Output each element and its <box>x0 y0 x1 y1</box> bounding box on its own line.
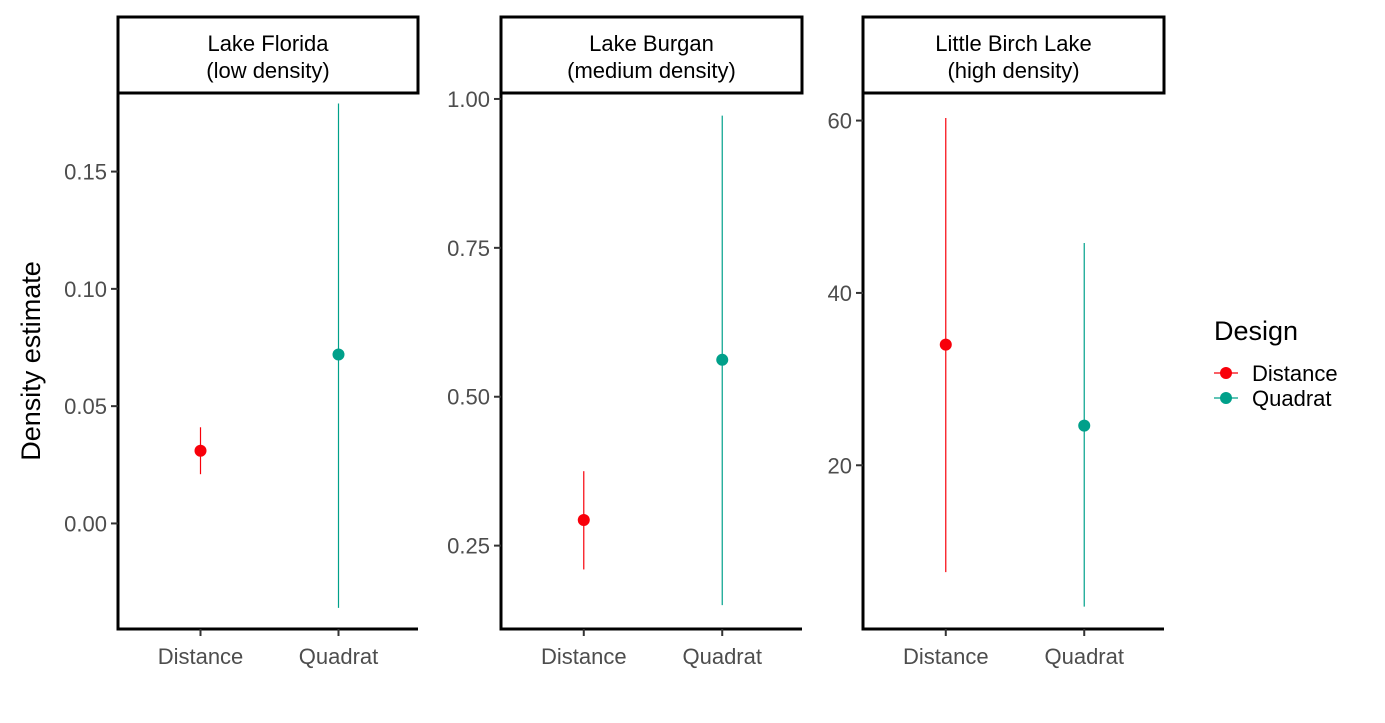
legend-label: Quadrat <box>1252 386 1332 411</box>
y-tick-label: 1.00 <box>447 87 490 112</box>
x-tick-label: Quadrat <box>682 644 762 669</box>
y-tick-label: 0.75 <box>447 236 490 261</box>
y-tick-label: 0.10 <box>64 277 107 302</box>
facet-panel: Little Birch Lake(high density) 20 40 60 Dis… <box>828 15 1166 669</box>
point-distance <box>194 444 207 457</box>
point-distance <box>939 338 952 351</box>
facet-title-line1: Lake Burgan <box>589 31 714 56</box>
facet-panel: Lake Florida(low density) 0.00 0.05 0.10 0.1… <box>64 15 420 669</box>
point-quadrat <box>1078 419 1091 432</box>
y-tick-label: 0.05 <box>64 394 107 419</box>
y-tick-label: 0.25 <box>447 534 490 559</box>
x-tick-label: Quadrat <box>299 644 379 669</box>
facet-title-line2: (low density) <box>206 58 329 83</box>
y-tick-label: 20 <box>828 453 852 478</box>
legend-key-point <box>1220 392 1232 404</box>
y-tick-label: 0.50 <box>447 385 490 410</box>
y-axis-title: Density estimate <box>16 261 46 461</box>
legend-label: Distance <box>1252 361 1338 386</box>
point-distance <box>577 514 590 527</box>
x-tick-label: Quadrat <box>1044 644 1124 669</box>
x-tick-label: Distance <box>903 644 989 669</box>
point-quadrat <box>716 353 729 366</box>
facet-title-line2: (high density) <box>947 58 1079 83</box>
facet-panel: Lake Burgan(medium density) 0.25 0.50 0.75 1… <box>447 15 804 669</box>
facet-title-line1: Lake Florida <box>207 31 329 56</box>
facet-strip <box>861 15 1166 95</box>
point-quadrat <box>332 348 345 361</box>
legend-title: Design <box>1214 316 1298 346</box>
y-tick-label: 0.00 <box>64 511 107 536</box>
facet-strip <box>499 15 804 95</box>
facet-strip <box>116 15 420 95</box>
legend-entry: Quadrat <box>1214 386 1332 411</box>
y-tick-label: 40 <box>828 281 852 306</box>
facet-panels: Lake Florida(low density) 0.00 0.05 0.10 0.1… <box>64 15 1166 669</box>
facet-title-line1: Little Birch Lake <box>935 31 1092 56</box>
y-tick-label: 60 <box>828 109 852 134</box>
legend-key-point <box>1220 367 1232 379</box>
x-tick-label: Distance <box>541 644 627 669</box>
facet-title-line2: (medium density) <box>567 58 736 83</box>
y-tick-label: 0.15 <box>64 160 107 185</box>
x-tick-label: Distance <box>158 644 244 669</box>
legend-entry: Distance <box>1214 361 1338 386</box>
